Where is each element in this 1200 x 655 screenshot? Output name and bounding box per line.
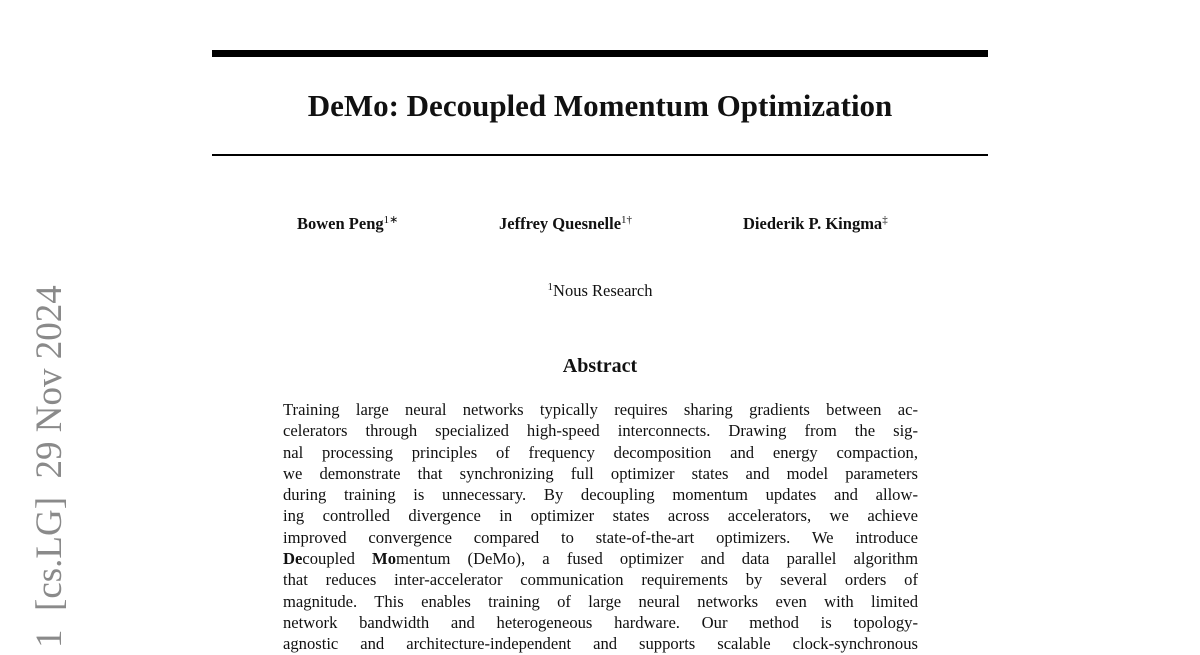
author-name: Jeffrey Quesnelle <box>499 214 622 233</box>
abstract-line: magnitude. This enables training of larg… <box>283 591 918 611</box>
title-rule <box>212 154 988 156</box>
bold-de: De <box>283 549 303 569</box>
line-text: mentum (DeMo), a fused optimizer and dat… <box>396 549 918 569</box>
abstract-line: celerators through specialized high-spee… <box>283 421 918 441</box>
abstract-line: improved convergence compared to state-o… <box>283 527 918 547</box>
abstract-line: Decoupled Momentum (DeMo), a fused optim… <box>283 548 918 569</box>
abstract-line: ing controlled divergence in optimizer s… <box>283 506 918 526</box>
line-text: coupled <box>302 549 373 569</box>
abstract-line: we demonstrate that synchronizing full o… <box>283 463 918 483</box>
abstract-line: Training large neural networks typically… <box>283 400 918 419</box>
paper-title: DeMo: Decoupled Momentum Optimization <box>307 88 893 123</box>
author-marks: 1∗ <box>383 214 399 226</box>
abstract-line: agnostic and architecture-independent an… <box>283 634 918 654</box>
author: Jeffrey Quesnelle1† <box>499 209 632 235</box>
bold-mo: Mo <box>372 549 397 569</box>
abstract-line: during training is unnecessary. By decou… <box>283 485 918 505</box>
affiliation-mark: 1 <box>547 281 554 293</box>
arxiv-stamp: 1 [cs.LG] 29 Nov 2024 <box>29 285 70 648</box>
abstract-heading: Abstract <box>562 355 638 377</box>
top-rule <box>212 50 988 57</box>
abstract-line: that reduces inter-accelerator communica… <box>283 570 918 590</box>
abstract-body: Training large neural networks typically… <box>283 399 918 655</box>
author: Diederik P. Kingma‡ <box>743 209 888 235</box>
author-name: Diederik P. Kingma <box>743 214 883 233</box>
author-name: Bowen Peng <box>297 214 384 233</box>
author-marks: 1† <box>621 214 633 226</box>
abstract-line: nal processing principles of frequency d… <box>283 442 918 462</box>
affiliation: 1Nous Research <box>212 276 988 302</box>
author-marks: ‡ <box>882 214 888 226</box>
abstract-line: network bandwidth and heterogeneous hard… <box>283 612 918 632</box>
author: Bowen Peng1∗ <box>297 209 398 235</box>
affiliation-name: Nous Research <box>553 281 653 300</box>
